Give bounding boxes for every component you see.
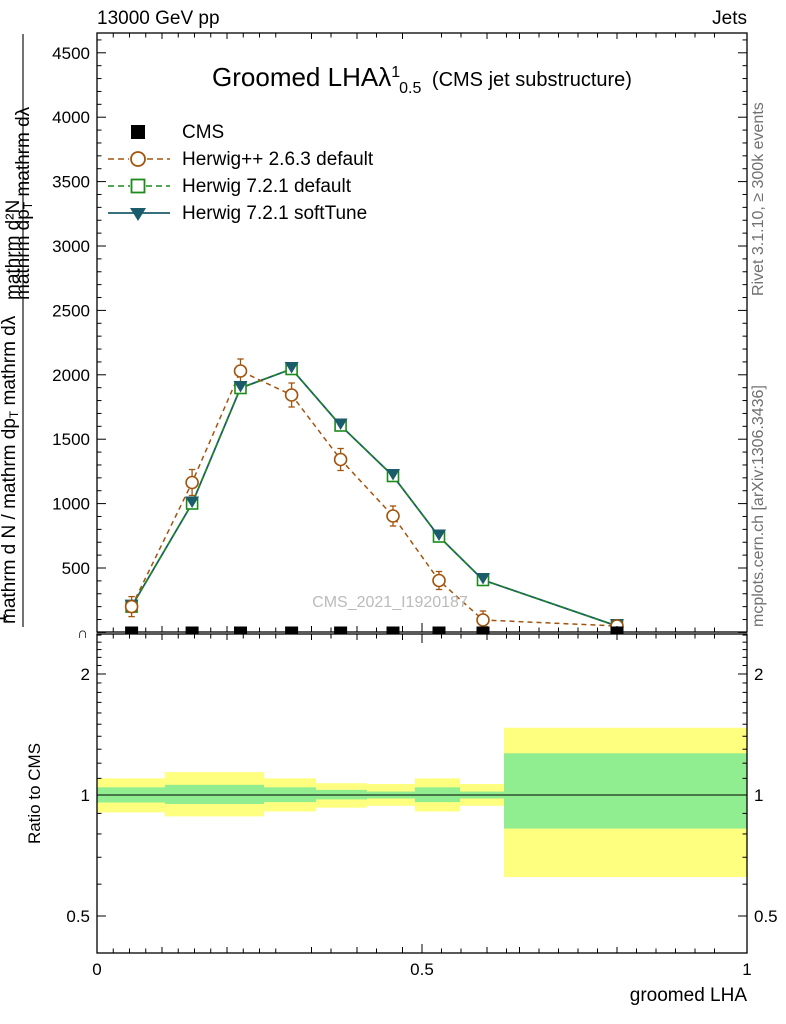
- svg-text:0: 0: [92, 960, 101, 979]
- svg-text:500: 500: [62, 559, 90, 578]
- svg-text:1500: 1500: [52, 430, 90, 449]
- svg-text:groomed LHA: groomed LHA: [630, 985, 748, 1006]
- svg-text:3000: 3000: [52, 237, 90, 256]
- svg-text:0.5: 0.5: [66, 907, 90, 926]
- svg-text:4500: 4500: [52, 44, 90, 63]
- svg-text:∩: ∩: [77, 625, 88, 642]
- svg-text:0.5: 0.5: [754, 907, 778, 926]
- svg-text:2: 2: [81, 665, 90, 684]
- svg-text:Rivet 3.1.10, ≥ 300k events: Rivet 3.1.10, ≥ 300k events: [750, 102, 767, 296]
- svg-text:13000 GeV pp: 13000 GeV pp: [97, 8, 220, 29]
- svg-text:Jets: Jets: [712, 8, 747, 29]
- svg-text:Herwig 7.2.1 default: Herwig 7.2.1 default: [182, 176, 352, 197]
- svg-text:0.5: 0.5: [410, 960, 434, 979]
- svg-text:Ratio to CMS: Ratio to CMS: [25, 743, 44, 844]
- svg-text:Herwig 7.2.1 softTune: Herwig 7.2.1 softTune: [182, 203, 367, 224]
- svg-text:mathrm d N / mathrm dpT mathrm: mathrm d N / mathrm dpT mathrm dλ: [0, 315, 21, 624]
- svg-text:2: 2: [754, 665, 763, 684]
- svg-text:1000: 1000: [52, 495, 90, 514]
- svg-text:mcplots.cern.ch [arXiv:1306.34: mcplots.cern.ch [arXiv:1306.3436]: [750, 385, 767, 627]
- svg-text:2500: 2500: [52, 301, 90, 320]
- svg-text:1: 1: [742, 960, 751, 979]
- svg-text:CMS_2021_I1920187: CMS_2021_I1920187: [312, 594, 468, 611]
- svg-text:4000: 4000: [52, 108, 90, 127]
- svg-text:Herwig++ 2.6.3 default: Herwig++ 2.6.3 default: [182, 149, 374, 170]
- svg-text:3500: 3500: [52, 173, 90, 192]
- svg-text:2000: 2000: [52, 366, 90, 385]
- svg-text:CMS: CMS: [182, 122, 224, 143]
- svg-text:1: 1: [81, 786, 90, 805]
- svg-text:1: 1: [754, 786, 763, 805]
